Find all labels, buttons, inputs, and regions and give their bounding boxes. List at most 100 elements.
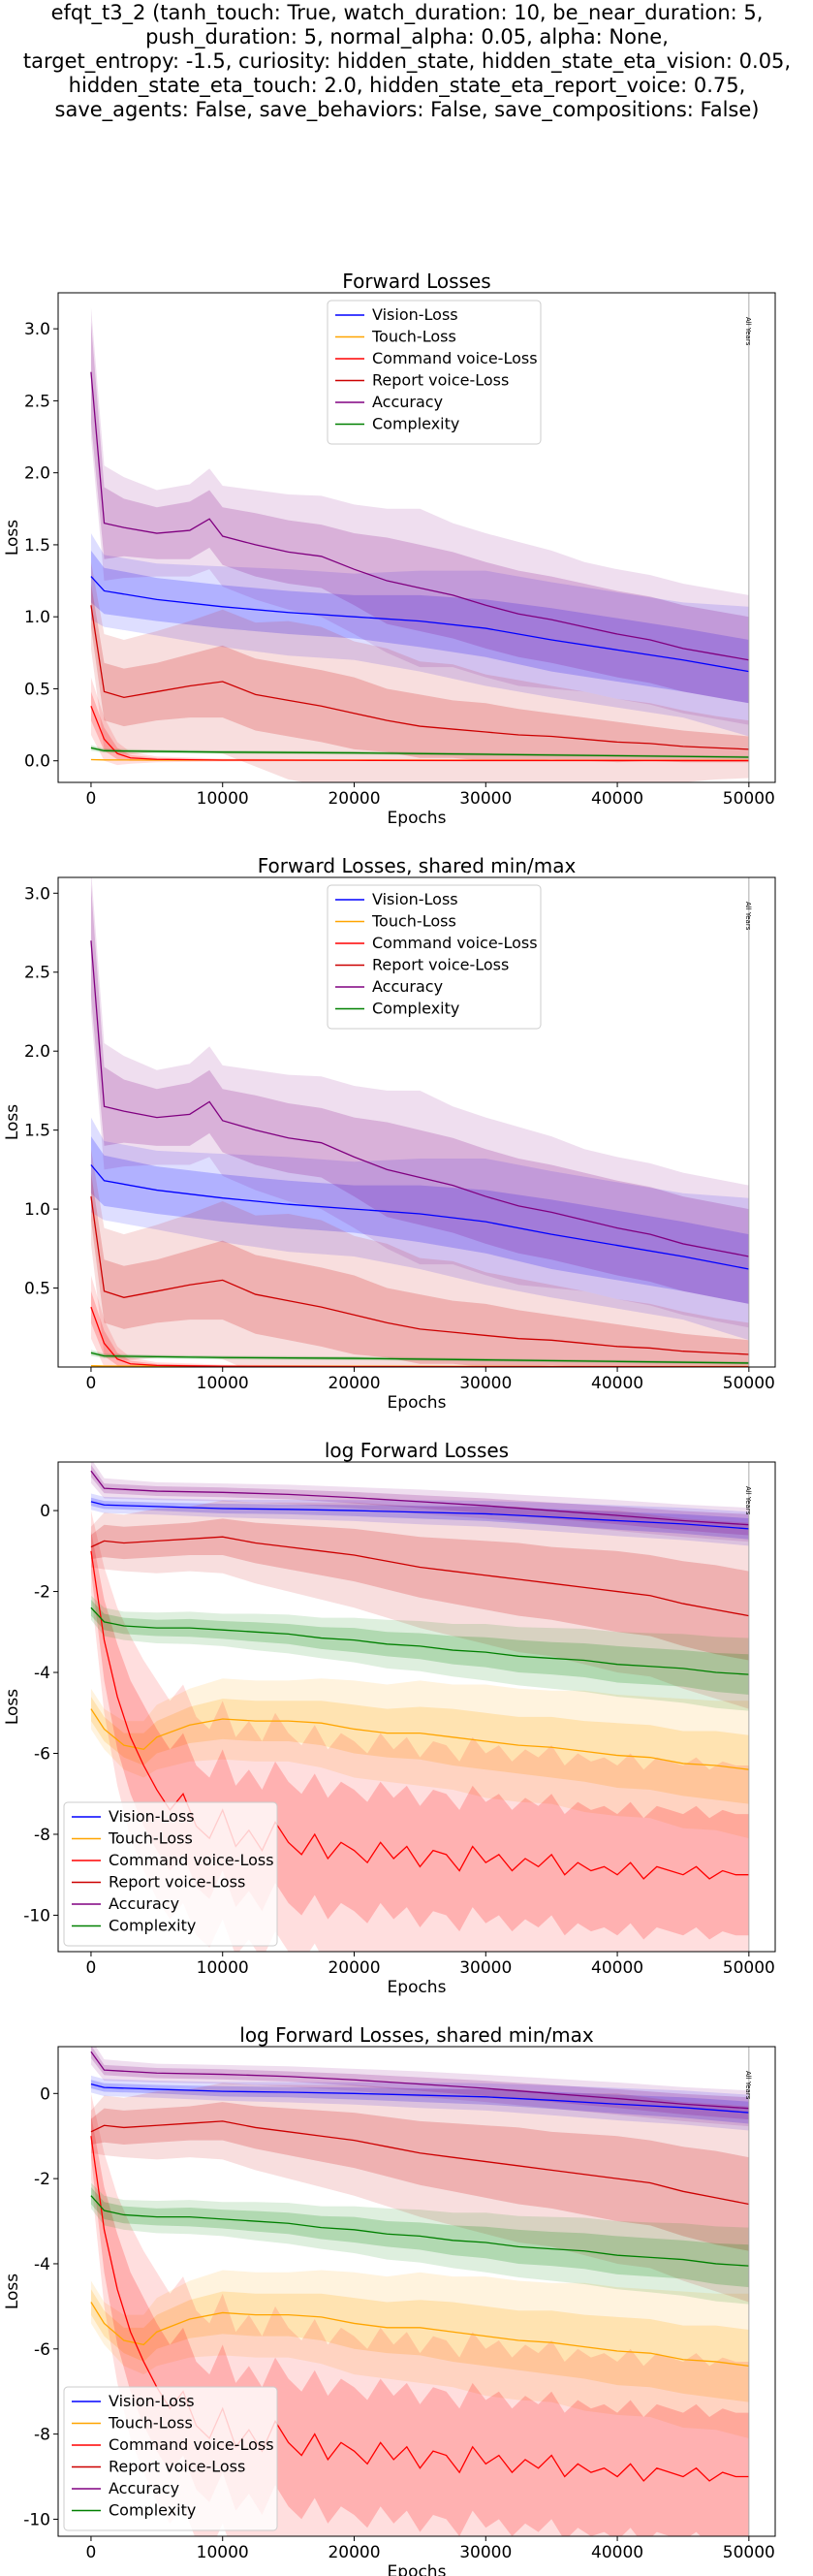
x-tick-label: 30000 (459, 2543, 512, 2562)
y-tick-label: 2.0 (24, 1042, 50, 1062)
x-tick-label: 30000 (459, 1958, 512, 1978)
series-band (90, 1697, 749, 1804)
series-band (90, 1500, 749, 1709)
series-line (90, 1352, 749, 1364)
x-tick-label: 20000 (328, 1374, 380, 1393)
legend-label: Report voice-Loss (109, 2458, 245, 2476)
legend-label: Command voice-Loss (109, 1851, 274, 1869)
y-tick-label: 1.5 (24, 536, 50, 556)
y-tick-label: 0.5 (24, 680, 50, 699)
legend-label: Touch-Loss (371, 328, 456, 346)
series-band (90, 1117, 749, 1341)
x-tick-label: 30000 (459, 789, 512, 809)
series-band (90, 2270, 749, 2438)
series-band (90, 306, 749, 725)
series-band (90, 2083, 749, 2303)
series-line (90, 605, 749, 750)
plot-frame (57, 292, 776, 783)
series-band (90, 877, 749, 1328)
chart-title: log Forward Losses (325, 1439, 509, 1462)
legend-label: Touch-Loss (108, 2414, 193, 2433)
series-line (90, 2083, 749, 2114)
series-band (90, 321, 749, 704)
series-line (90, 940, 749, 1257)
y-tick-label: 2.0 (24, 464, 50, 484)
legend-label: Command voice-Loss (372, 934, 538, 952)
vline-label: All Years (744, 317, 752, 346)
legend-box (327, 884, 542, 1030)
plot-frame (57, 1461, 776, 1953)
x-tick-label: 10000 (197, 789, 249, 809)
y-tick-label: 0.5 (24, 1280, 50, 1299)
legend-label: Touch-Loss (371, 912, 456, 931)
legend-label: Vision-Loss (109, 2392, 195, 2410)
y-tick-label: 3.0 (24, 884, 50, 904)
legend-label: Vision-Loss (372, 305, 458, 324)
series-line (90, 2302, 749, 2367)
x-tick-label: 0 (86, 789, 97, 809)
series-line (90, 1501, 749, 1530)
suptitle-line: save_agents: False, save_behaviors: Fals… (55, 98, 760, 122)
y-tick-label: -6 (34, 1744, 50, 1764)
y-tick-label: 0 (40, 1502, 50, 1521)
y-axis-label: Loss (3, 520, 22, 556)
legend: Vision-Loss Touch-Loss Command voice-Loss R… (63, 2386, 278, 2531)
legend-label: Accuracy (372, 393, 443, 411)
legend-box (63, 1801, 278, 1947)
x-tick-label: 0 (86, 2543, 97, 2562)
legend-label: Report voice-Loss (109, 1873, 245, 1892)
chart-title: log Forward Losses, shared min/max (239, 2023, 594, 2047)
y-tick-label: 3.0 (24, 320, 50, 339)
legend-label: Command voice-Loss (109, 2435, 274, 2454)
suptitle-line: efqt_t3_2 (tanh_touch: True, watch_durat… (51, 1, 764, 25)
legend-label: Report voice-Loss (372, 956, 509, 974)
x-tick-label: 20000 (328, 2543, 380, 2562)
series-band (90, 1595, 749, 1711)
y-tick-label: -4 (34, 1664, 50, 1683)
series-band (90, 584, 749, 763)
plot-area (90, 877, 749, 1367)
series-band (90, 2047, 749, 2120)
x-tick-label: 50000 (723, 2543, 775, 2562)
x-tick-label: 40000 (591, 1374, 643, 1393)
legend-label: Complexity (109, 2501, 196, 2520)
legend-label: Complexity (109, 1917, 196, 1935)
x-tick-label: 30000 (459, 1374, 512, 1393)
series-line (90, 576, 749, 673)
chart-title: Forward Losses (342, 270, 490, 293)
legend-box (63, 2386, 278, 2531)
series-band (90, 561, 749, 782)
series-line (90, 1708, 749, 1770)
y-tick-label: -10 (23, 2510, 50, 2529)
series-line (90, 1195, 749, 1355)
series-band (90, 1678, 749, 1839)
legend-label: Complexity (372, 415, 459, 433)
legend-label: Accuracy (109, 1894, 179, 1913)
vline-label: All Years (744, 902, 752, 931)
legend-label: Vision-Loss (109, 1807, 195, 1826)
suptitle-line: hidden_state_eta_touch: 2.0, hidden_stat… (69, 74, 746, 98)
x-axis-label: Epochs (388, 2562, 447, 2576)
x-tick-label: 50000 (723, 1958, 775, 1978)
series-band (90, 2289, 749, 2402)
series-band (90, 2047, 749, 2127)
y-tick-label: 0 (40, 2084, 50, 2104)
series-band (90, 1518, 749, 1661)
series-line (90, 371, 749, 661)
series-line (90, 1606, 749, 1675)
x-tick-label: 20000 (328, 789, 380, 809)
series-band (90, 1149, 749, 1367)
series-band (90, 1599, 749, 1695)
x-tick-label: 50000 (723, 1374, 775, 1393)
legend-label: Command voice-Loss (372, 349, 538, 367)
series-band (90, 1136, 749, 1304)
x-tick-label: 20000 (328, 1958, 380, 1978)
series-line (90, 706, 749, 762)
series-line (90, 747, 749, 758)
series-band (90, 1493, 749, 1546)
series-line (90, 2051, 749, 2110)
x-tick-label: 0 (86, 1374, 97, 1393)
series-band (90, 1172, 749, 1367)
legend: Vision-Loss Touch-Loss Command voice-Loss R… (327, 300, 542, 445)
